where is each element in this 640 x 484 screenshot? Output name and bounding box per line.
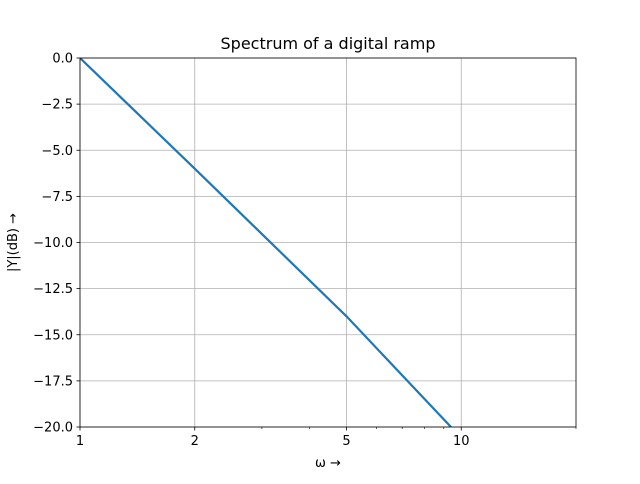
x-tick-label: 10 (453, 434, 470, 449)
x-tick-label: 2 (191, 434, 199, 449)
y-tick-label: −2.5 (41, 98, 73, 113)
ticks: 1 2 5 10 0.0 −2.5 −5.0 −7.5 −10.0 −12.5 −15.0 −17.5… (33, 52, 577, 449)
series-line (80, 58, 452, 427)
y-tick-label: −15.0 (33, 328, 73, 343)
grid (79, 57, 576, 428)
y-tick-label: −7.5 (41, 190, 73, 205)
x-axis-label: ω → (315, 456, 341, 471)
y-tick-label: −5.0 (41, 144, 73, 159)
series-layer (80, 58, 452, 427)
y-tick-label: −20.0 (33, 421, 73, 436)
y-tick-label: −10.0 (33, 236, 73, 251)
y-axis-label: |Y|(dB) → (6, 213, 21, 272)
chart-title: Spectrum of a digital ramp (221, 34, 436, 53)
y-tick-label: 0.0 (52, 52, 73, 67)
x-tick-label: 5 (342, 434, 350, 449)
y-tick-label: −17.5 (33, 374, 73, 389)
x-tick-label: 1 (76, 434, 84, 449)
y-tick-label: −12.5 (33, 282, 73, 297)
